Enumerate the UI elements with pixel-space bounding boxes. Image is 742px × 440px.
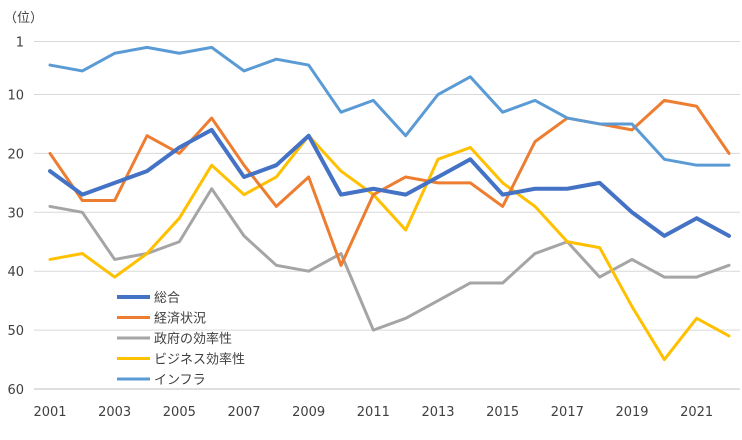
y-tick-label: 50 bbox=[7, 324, 24, 339]
legend-label: 政府の効率性 bbox=[154, 331, 232, 347]
y-tick-label: 60 bbox=[7, 383, 24, 398]
x-tick-label: 2019 bbox=[615, 405, 648, 420]
series-line-2 bbox=[48, 187, 731, 332]
legend-label: ビジネス効率性 bbox=[154, 352, 245, 368]
y-tick-label: 10 bbox=[7, 89, 24, 104]
x-tick-label: 2015 bbox=[486, 405, 519, 420]
x-tick-label: 2011 bbox=[357, 405, 390, 420]
x-tick-label: 2009 bbox=[292, 405, 325, 420]
x-tick-label: 2003 bbox=[98, 405, 131, 420]
series-line-1 bbox=[48, 98, 731, 267]
y-tick-label: 40 bbox=[7, 265, 24, 280]
x-tick-label: 2007 bbox=[227, 405, 260, 420]
series-line-3 bbox=[48, 134, 731, 362]
x-tick-label: 2021 bbox=[680, 405, 713, 420]
series-line-4 bbox=[48, 45, 731, 167]
legend-label: 総合 bbox=[154, 291, 180, 306]
y-axis-label: （位） bbox=[4, 11, 43, 26]
y-tick-label: 1 bbox=[16, 36, 24, 51]
x-tick-label: 2013 bbox=[421, 405, 454, 420]
legend-label: インフラ bbox=[154, 373, 206, 388]
legend-label: 経済状況 bbox=[154, 311, 206, 327]
x-tick-label: 2005 bbox=[163, 405, 196, 420]
x-tick-label: 2001 bbox=[33, 405, 66, 420]
y-tick-label: 20 bbox=[7, 147, 24, 162]
x-tick-label: 2017 bbox=[551, 405, 584, 420]
y-tick-label: 30 bbox=[7, 206, 24, 221]
series-line-0 bbox=[48, 127, 731, 238]
